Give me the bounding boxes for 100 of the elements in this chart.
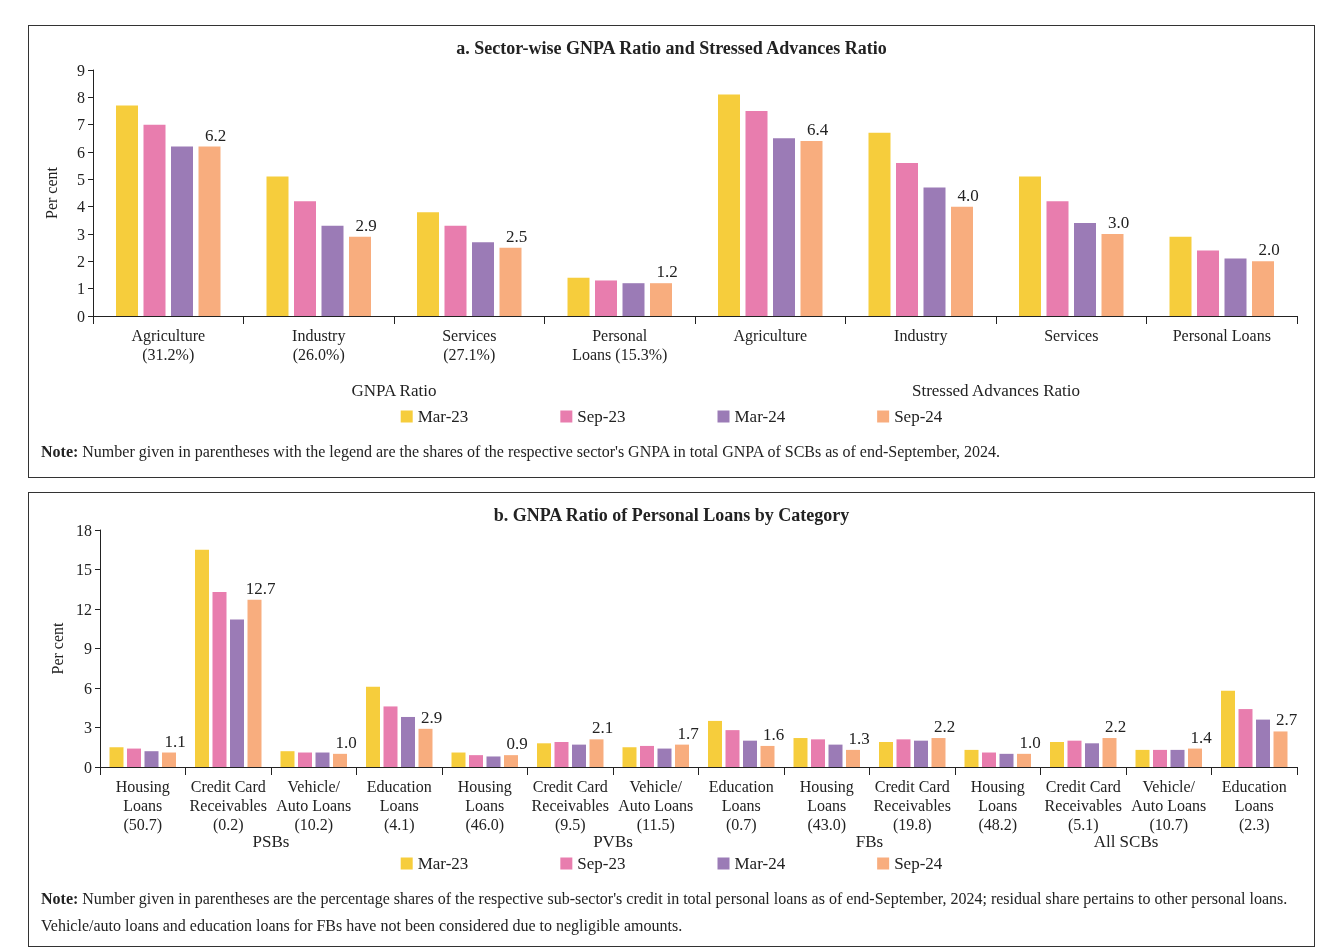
- x-tick-label: Education Loans (4.1): [366, 778, 432, 834]
- text: GNPA Ratio: [351, 380, 437, 400]
- bar: [879, 741, 893, 767]
- legend-label: Sep-24: [894, 854, 943, 873]
- data-label: 2.5: [505, 226, 528, 246]
- data-label: 1.0: [335, 732, 357, 752]
- x-tick-label: Personal Loans: [1172, 327, 1271, 344]
- bar: [195, 549, 209, 767]
- x-tick-label: Industry: [894, 327, 948, 345]
- bar: [1067, 740, 1082, 767]
- bar: [116, 105, 138, 316]
- bar: [622, 283, 645, 316]
- bar: [567, 277, 590, 316]
- x-tick-label: Personal Loans (15.3%): [572, 327, 668, 364]
- bar: [1256, 719, 1270, 767]
- x-tick-label: Credit Card Receivables (19.8): [873, 778, 951, 834]
- bar: [247, 599, 262, 767]
- bar: [846, 749, 860, 767]
- chart-title: a. Sector-wise GNPA Ratio and Stressed Advances Ratio: [456, 38, 887, 58]
- data-label: 2.2: [933, 717, 956, 737]
- bar: [1224, 258, 1247, 316]
- bar: [811, 739, 825, 767]
- x-tick-label: Industry (26.0%): [292, 327, 346, 364]
- data-label: 1.1: [164, 731, 186, 751]
- data-label: 2.2: [1104, 717, 1127, 737]
- bar: [640, 745, 654, 767]
- bar: [923, 187, 946, 316]
- y-tick-label: 5: [77, 170, 85, 188]
- bar: [793, 738, 808, 767]
- bar: [1085, 743, 1099, 767]
- data-label: 6.4: [806, 120, 829, 140]
- x-tick-label: Housing Loans (48.2): [970, 778, 1025, 834]
- bar: [595, 280, 617, 316]
- bar: [708, 720, 722, 767]
- bar: [383, 706, 398, 767]
- bar: [143, 124, 166, 316]
- bar: [280, 751, 295, 767]
- bar: [650, 283, 672, 316]
- bar: [800, 141, 823, 316]
- legend-label: Sep-23: [577, 854, 626, 873]
- bar: [589, 739, 604, 767]
- bar: [127, 748, 141, 767]
- x-tick-label: Agriculture: [733, 327, 808, 345]
- y-tick-label: 15: [76, 561, 92, 578]
- bar: [554, 741, 569, 767]
- bar: [1102, 738, 1117, 767]
- bar: [657, 748, 672, 767]
- y-axis-title: Per cent: [48, 621, 66, 675]
- y-tick-label: 8: [77, 88, 85, 106]
- bar: [964, 749, 979, 767]
- data-label: 1.6: [762, 724, 785, 744]
- bar: [931, 738, 946, 767]
- bar: [725, 730, 740, 767]
- bar: [1170, 749, 1185, 767]
- bar: [333, 753, 347, 767]
- data-label: 4.0: [957, 185, 979, 205]
- bar: [868, 132, 891, 316]
- bar: [1017, 753, 1031, 767]
- legend-label: Sep-24: [894, 407, 943, 426]
- bar: [469, 755, 483, 767]
- bar: [315, 752, 330, 767]
- bar: [773, 138, 795, 316]
- bar: [1046, 201, 1069, 316]
- legend-label: Mar-24: [734, 854, 786, 873]
- bar: [472, 242, 494, 316]
- data-label: 3.0: [1107, 213, 1130, 232]
- y-tick-label: 18: [76, 521, 92, 539]
- legend-label: Mar-23: [417, 854, 469, 873]
- bar: [1169, 236, 1192, 316]
- data-label: 1.3: [848, 728, 870, 748]
- bar: [321, 225, 344, 316]
- bar: [675, 744, 689, 767]
- x-tick-label: Housing Loans (43.0): [799, 778, 854, 834]
- text: Note: Number given in parentheses are the percentage shares of the respective sub-sector's credit in total personal loans as of end-September, 2024; residual share pertains to other personal loans. Vehicle/auto loans and education loans for FBs have not been considered due to negligible amounts.: [40, 889, 1289, 937]
- bar: [951, 206, 973, 316]
- bar: [504, 755, 518, 767]
- bar: [298, 752, 312, 767]
- x-tick-label: Credit Card Receivables (5.1): [1044, 778, 1122, 834]
- bar: [109, 747, 124, 767]
- x-tick-label: Vehicle/ Auto Loans (10.7): [1131, 778, 1207, 834]
- data-label: 1.2: [656, 262, 678, 282]
- y-tick-label: 2: [77, 252, 85, 270]
- bar: [914, 740, 928, 767]
- text: Stressed Advances Ratio: [911, 380, 1081, 400]
- bar: [896, 739, 911, 767]
- x-tick-label: Credit Card Receivables (0.2): [189, 778, 267, 834]
- bar: [451, 752, 466, 767]
- bar: [1153, 749, 1167, 767]
- y-tick-label: 3: [77, 225, 85, 243]
- bar: [499, 247, 522, 316]
- bar: [1101, 234, 1124, 316]
- legend-label: Sep-23: [577, 407, 626, 426]
- bar: [745, 111, 768, 316]
- bar: [171, 146, 193, 316]
- text: PVBs: [593, 831, 633, 851]
- data-label: 2.0: [1258, 240, 1280, 260]
- data-label: 2.9: [420, 707, 443, 727]
- bar: [162, 752, 176, 767]
- bar: [486, 756, 501, 767]
- bar: [1252, 261, 1274, 316]
